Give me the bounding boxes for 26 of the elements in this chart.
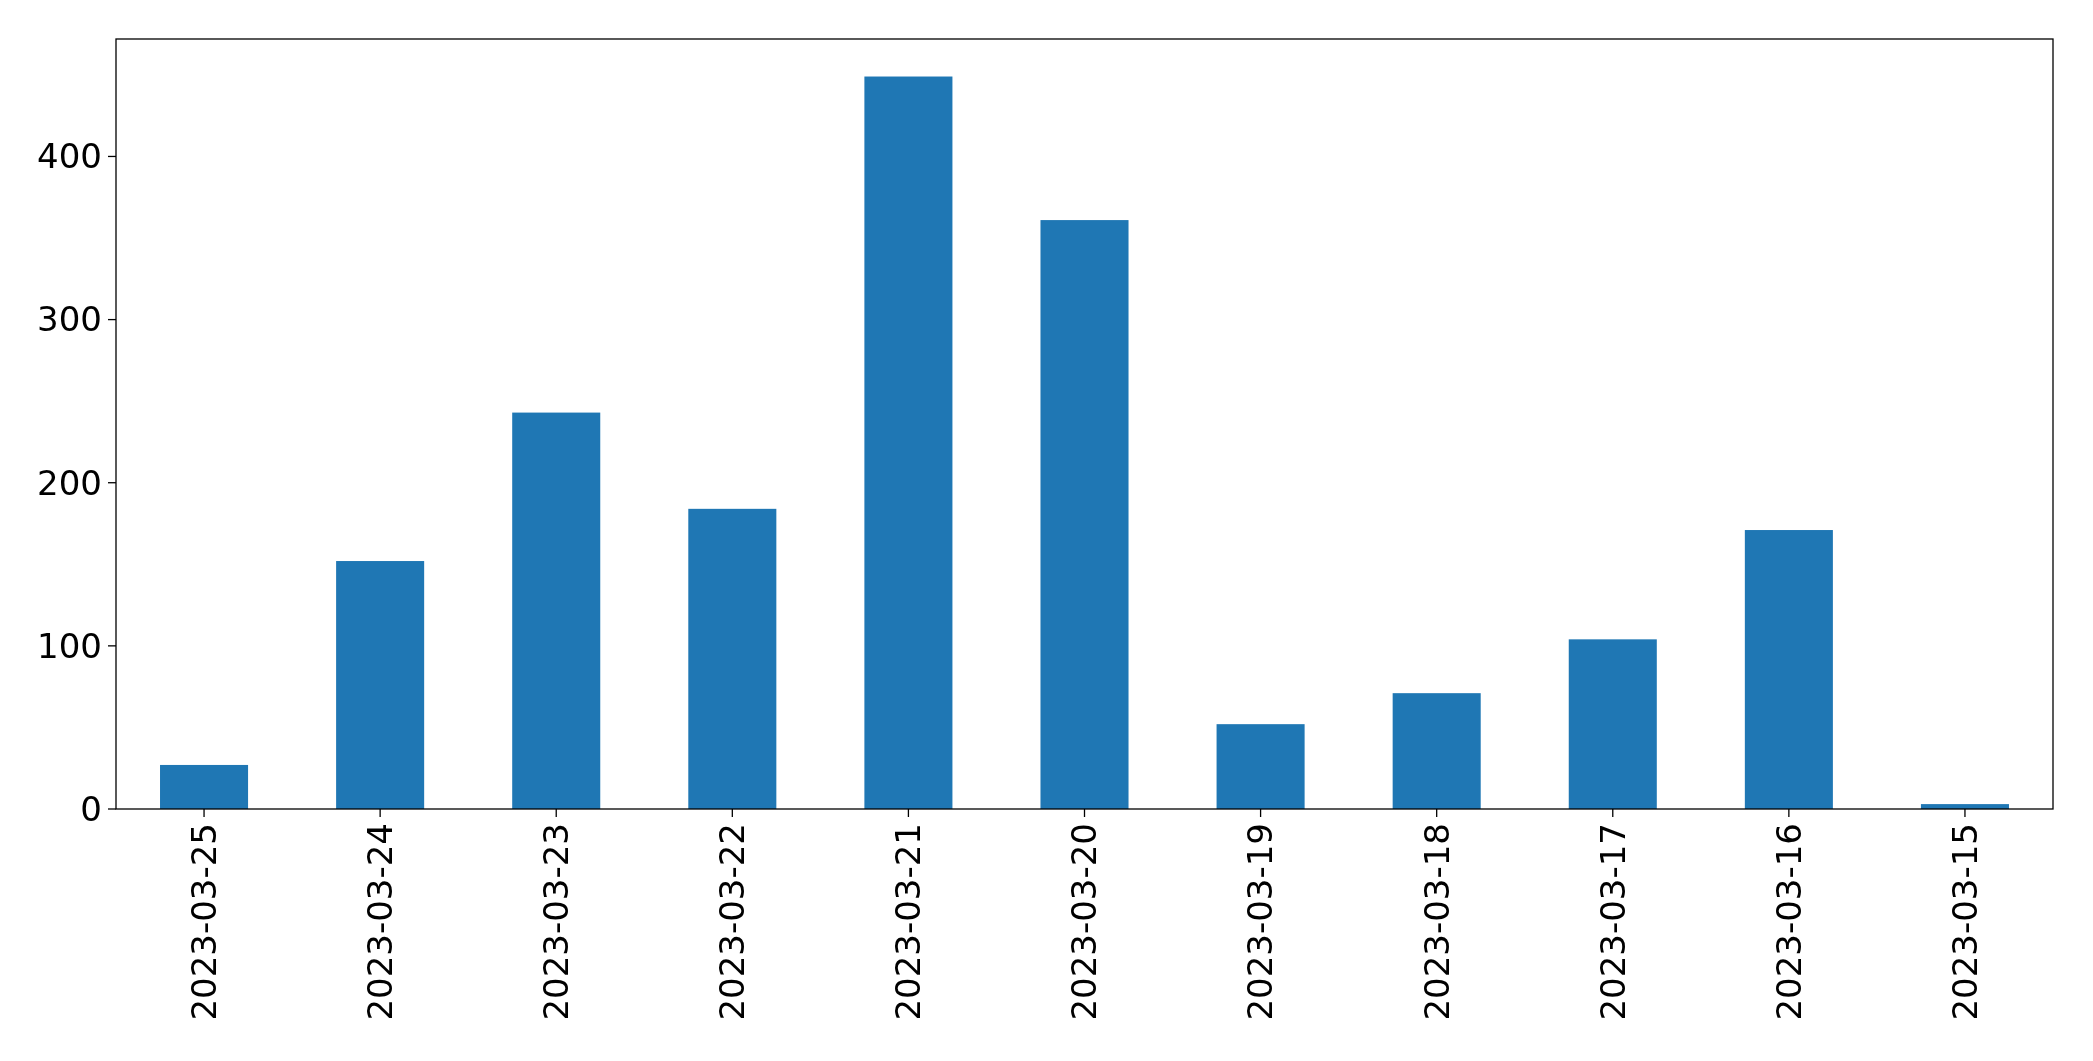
- bar: [512, 412, 601, 809]
- bar: [336, 561, 425, 809]
- bar: [688, 508, 777, 809]
- y-tick-label: 400: [37, 136, 102, 177]
- x-tick-label: 2023-03-25: [183, 823, 224, 1021]
- x-tick-label: 2023-03-16: [1768, 823, 1809, 1021]
- x-tick-label: 2023-03-19: [1240, 823, 1281, 1021]
- bar: [1216, 724, 1305, 809]
- bar: [1744, 530, 1833, 809]
- x-tick-label: 2023-03-15: [1944, 823, 1985, 1021]
- bar: [1392, 693, 1481, 809]
- x-tick-label: 2023-03-24: [360, 823, 401, 1021]
- y-tick-label: 200: [37, 462, 102, 503]
- y-tick-label: 0: [80, 788, 102, 829]
- x-tick-label: 2023-03-20: [1064, 823, 1105, 1021]
- x-tick-label: 2023-03-23: [536, 823, 577, 1021]
- x-tick-label: 2023-03-18: [1416, 823, 1457, 1021]
- x-tick-label: 2023-03-17: [1592, 823, 1633, 1021]
- bar: [1568, 639, 1657, 809]
- x-tick-label: 2023-03-21: [888, 823, 929, 1021]
- bar: [864, 76, 953, 809]
- y-tick-label: 100: [37, 625, 102, 666]
- bar: [1040, 220, 1129, 809]
- x-tick-label: 2023-03-22: [712, 823, 753, 1021]
- bar: [160, 764, 249, 809]
- y-tick-label: 300: [37, 299, 102, 340]
